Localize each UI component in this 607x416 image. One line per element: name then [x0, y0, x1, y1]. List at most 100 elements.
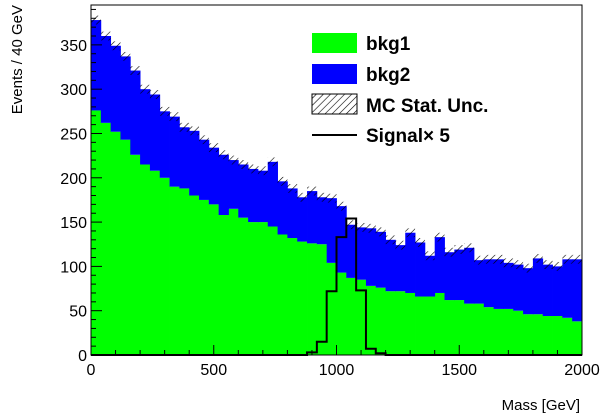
mc-stat-unc-bar: [434, 232, 445, 242]
mc-stat-unc-bar: [189, 126, 200, 136]
bkg2-bar: [552, 266, 563, 317]
mc-stat-unc-bar: [238, 160, 249, 169]
bkg2-bar: [110, 45, 121, 132]
mc-stat-unc-bar: [513, 260, 524, 270]
bkg2-bar: [277, 181, 288, 235]
mc-stat-unc-bar: [307, 186, 317, 196]
bkg2-bar: [483, 259, 495, 308]
bkg2-bar: [405, 232, 416, 293]
bkg1-bar: [336, 272, 347, 355]
mc-stat-unc-bar: [199, 135, 209, 145]
bkg2-bar: [532, 258, 544, 315]
bkg2-bar: [91, 20, 102, 111]
y-tick-label: 50: [69, 304, 87, 321]
bkg2-bar: [100, 36, 112, 123]
mc-stat-unc-bar: [91, 15, 101, 25]
mc-stat-unc-bar: [365, 223, 376, 233]
mc-stat-unc-bar: [415, 238, 425, 247]
bkg2-bar: [208, 147, 220, 205]
bkg1-bar: [297, 241, 308, 355]
bkg2-bar: [415, 242, 426, 297]
mc-stat-unc-bar: [297, 192, 308, 202]
legend: bkg1 bkg2 MC Stat. Unc. Signal× 5: [311, 33, 488, 147]
bkg1-histogram: [91, 110, 583, 355]
bkg1-bar: [189, 195, 200, 355]
bkg1-bar: [199, 199, 210, 355]
mc-stat-unc-bar: [218, 150, 229, 160]
mc-stat-unc-bar: [169, 112, 180, 122]
bkg2-bar: [434, 237, 445, 293]
mc-stat-unc-bar: [375, 227, 386, 237]
bkg1-bar: [375, 287, 386, 355]
bkg2-bar: [307, 191, 318, 244]
bkg2-bar: [513, 264, 524, 311]
mc-stat-unc-bar: [444, 247, 455, 257]
bkg2-bar: [287, 188, 298, 239]
bkg1-bar: [169, 186, 180, 355]
bkg1-bar: [91, 110, 102, 355]
bkg2-bar: [297, 197, 308, 242]
mc-stat-unc-bar: [208, 143, 219, 153]
mc-stat-unc-bar: [356, 222, 366, 232]
legend-label-bkg1: bkg1: [366, 34, 411, 55]
bkg2-bar: [120, 56, 131, 140]
bkg2-bar: [454, 249, 465, 301]
bkg2-bar: [228, 160, 239, 209]
bkg2-bar: [248, 168, 259, 223]
mc-stat-unc-bar: [248, 164, 258, 174]
bkg1-bar: [140, 164, 151, 355]
y-tick-label: 100: [60, 259, 87, 276]
bkg1-bar: [493, 308, 504, 355]
mc-stat-unc-bar: [503, 258, 514, 268]
bkg1-bar: [218, 215, 229, 355]
bkg1-bar: [307, 243, 318, 355]
mc-stat-unc-bar: [532, 253, 543, 263]
mc-stat-unc-bar: [100, 31, 111, 41]
x-tick-label: 2000: [564, 362, 600, 379]
mc-stat-unc-bar: [464, 243, 474, 253]
bkg2-bar: [503, 262, 514, 309]
bkg1-bar: [552, 316, 563, 355]
mc-stat-unc-bar: [287, 183, 298, 193]
legend-label-signal: Signal× 5: [366, 126, 450, 147]
mc-stat-unc-bar: [552, 261, 563, 271]
mc-stat-unc-bar: [179, 122, 190, 132]
bkg2-bar: [346, 224, 357, 278]
bkg2-bar: [424, 255, 436, 297]
bkg1-bar: [532, 314, 544, 355]
mc-stat-unc-bar: [395, 240, 406, 250]
y-tick-label: 150: [60, 215, 87, 232]
bkg1-bar: [287, 238, 298, 355]
x-axis-title: Mass [GeV]: [502, 397, 580, 414]
bkg2-bar: [385, 239, 396, 292]
bkg1-bar: [434, 292, 445, 355]
bkg2-bar: [464, 247, 475, 304]
mc-stat-unc-bar: [228, 155, 239, 165]
mc-stat-unc-bar: [149, 90, 160, 99]
y-axis-title: Events / 40 GeV: [9, 5, 26, 114]
bkg1-bar: [513, 310, 524, 355]
bkg1-bar: [473, 303, 485, 355]
bkg1-bar: [415, 296, 426, 355]
bkg1-bar: [395, 291, 406, 355]
mc-stat-unc-bar: [483, 254, 494, 264]
bkg1-bar: [110, 131, 121, 355]
y-tick-label: 300: [60, 82, 87, 99]
mc-stat-unc-bar: [159, 106, 170, 116]
mc-stat-unc-bar: [336, 201, 347, 211]
legend-swatch-mc-stat-unc: [311, 93, 358, 115]
bkg1-bar: [238, 217, 249, 355]
x-tick-label: 1000: [319, 362, 355, 379]
x-tick-label: 1500: [441, 362, 477, 379]
bkg1-bar: [120, 139, 131, 355]
bkg1-bar: [257, 222, 269, 355]
bkg1-bar: [385, 291, 396, 355]
mc-stat-unc-bar: [572, 254, 582, 264]
legend-swatch-bkg2: [312, 64, 357, 84]
mc-stat-unc-bar: [562, 254, 573, 264]
bkg2-bar: [238, 164, 249, 218]
bkg1-bar: [159, 177, 170, 355]
bkg1-bar: [277, 234, 288, 355]
bkg1-bar: [562, 317, 573, 355]
bkg2-bar: [542, 264, 553, 317]
